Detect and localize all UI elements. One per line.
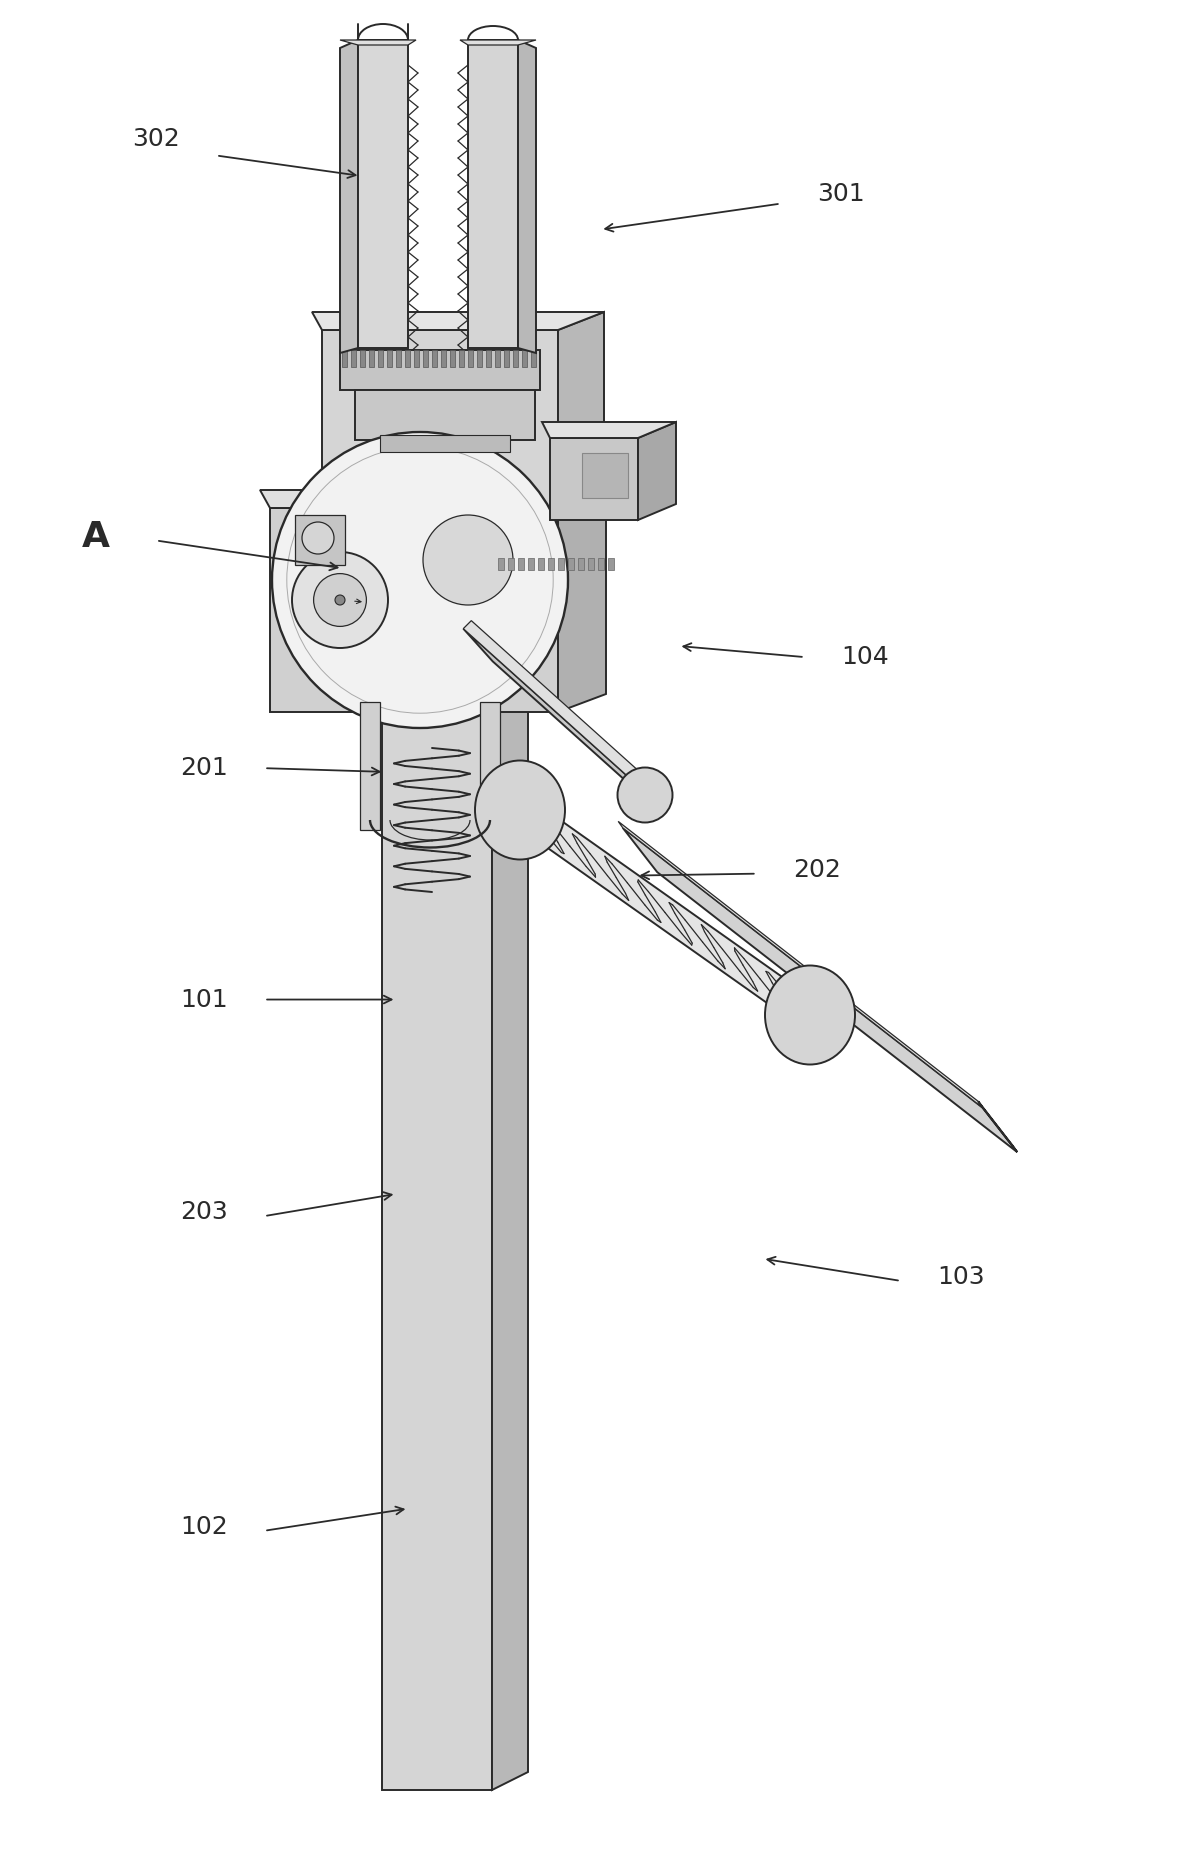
Text: 302: 302 xyxy=(132,128,180,150)
Polygon shape xyxy=(441,350,446,366)
Text: 203: 203 xyxy=(180,1201,228,1224)
Circle shape xyxy=(423,515,513,605)
Polygon shape xyxy=(494,774,836,1051)
Polygon shape xyxy=(423,350,428,366)
Polygon shape xyxy=(578,557,584,570)
Polygon shape xyxy=(568,557,574,570)
Polygon shape xyxy=(538,557,544,570)
Polygon shape xyxy=(518,41,536,354)
Text: 202: 202 xyxy=(793,859,841,881)
Polygon shape xyxy=(598,557,604,570)
Text: 201: 201 xyxy=(180,757,228,779)
Polygon shape xyxy=(542,422,676,439)
Polygon shape xyxy=(495,350,500,366)
Polygon shape xyxy=(619,822,982,1109)
Polygon shape xyxy=(518,557,524,570)
Polygon shape xyxy=(405,350,410,366)
Polygon shape xyxy=(480,702,500,829)
Polygon shape xyxy=(432,350,437,366)
Polygon shape xyxy=(468,41,518,348)
Polygon shape xyxy=(531,350,536,366)
Text: 104: 104 xyxy=(841,646,889,668)
Ellipse shape xyxy=(313,574,366,626)
Text: 102: 102 xyxy=(180,1516,228,1538)
Polygon shape xyxy=(513,350,518,366)
Polygon shape xyxy=(548,557,554,570)
Polygon shape xyxy=(295,515,345,565)
Polygon shape xyxy=(582,453,628,498)
Text: 101: 101 xyxy=(180,988,228,1011)
Polygon shape xyxy=(270,507,558,713)
Polygon shape xyxy=(550,439,638,520)
Polygon shape xyxy=(477,350,482,366)
Polygon shape xyxy=(468,350,473,366)
Polygon shape xyxy=(387,350,392,366)
Ellipse shape xyxy=(765,966,855,1064)
Polygon shape xyxy=(608,557,614,570)
Polygon shape xyxy=(623,827,1017,1151)
Polygon shape xyxy=(978,1101,1017,1151)
Polygon shape xyxy=(558,491,607,713)
Polygon shape xyxy=(464,620,638,779)
Circle shape xyxy=(301,522,334,553)
Polygon shape xyxy=(360,350,365,366)
Polygon shape xyxy=(369,350,374,366)
Ellipse shape xyxy=(292,552,388,648)
Circle shape xyxy=(335,594,345,605)
Polygon shape xyxy=(360,702,380,829)
Polygon shape xyxy=(528,557,534,570)
Text: 103: 103 xyxy=(937,1266,985,1288)
Polygon shape xyxy=(382,642,492,1790)
Polygon shape xyxy=(522,350,527,366)
Polygon shape xyxy=(372,624,528,642)
Text: 301: 301 xyxy=(817,183,865,205)
Polygon shape xyxy=(340,350,540,391)
Polygon shape xyxy=(558,313,604,513)
Text: A: A xyxy=(82,520,110,553)
Polygon shape xyxy=(358,41,408,348)
Polygon shape xyxy=(378,350,383,366)
Polygon shape xyxy=(460,41,536,44)
Polygon shape xyxy=(498,557,504,570)
Polygon shape xyxy=(486,350,491,366)
Polygon shape xyxy=(504,350,509,366)
Polygon shape xyxy=(508,557,514,570)
Polygon shape xyxy=(396,350,401,366)
Polygon shape xyxy=(459,350,464,366)
Polygon shape xyxy=(340,41,358,354)
Polygon shape xyxy=(312,313,604,329)
Polygon shape xyxy=(492,624,528,1790)
Polygon shape xyxy=(351,350,355,366)
Circle shape xyxy=(271,431,568,727)
Polygon shape xyxy=(558,557,564,570)
Polygon shape xyxy=(259,491,607,507)
Polygon shape xyxy=(340,41,416,44)
Polygon shape xyxy=(414,350,419,366)
Polygon shape xyxy=(588,557,594,570)
Polygon shape xyxy=(464,629,659,811)
Ellipse shape xyxy=(476,761,564,859)
Polygon shape xyxy=(450,350,455,366)
Polygon shape xyxy=(355,391,534,441)
Ellipse shape xyxy=(617,768,673,822)
Polygon shape xyxy=(380,435,510,452)
Polygon shape xyxy=(342,350,347,366)
Polygon shape xyxy=(638,422,676,520)
Polygon shape xyxy=(322,329,558,513)
